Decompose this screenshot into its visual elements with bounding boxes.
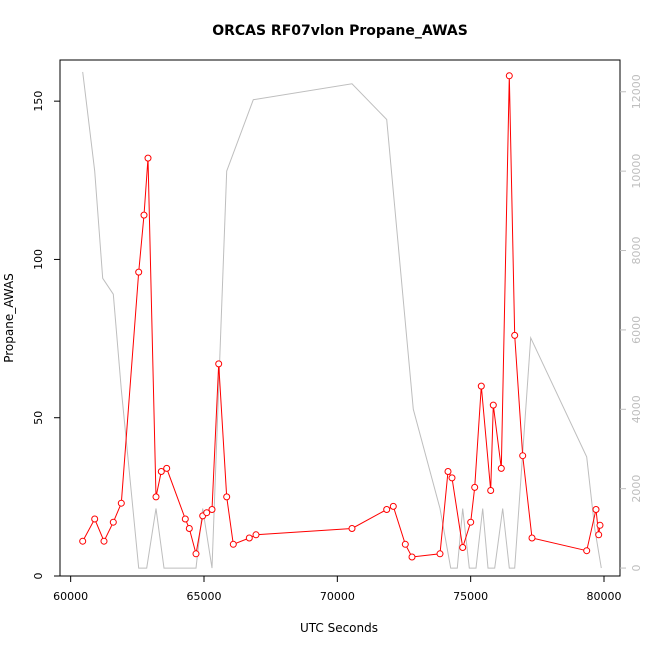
chart-title: ORCAS RF07vlon Propane_AWAS xyxy=(212,23,468,39)
x-tick-label: 60000 xyxy=(53,590,88,603)
data-point xyxy=(245,534,253,542)
data-point xyxy=(489,401,497,409)
data-point xyxy=(595,531,603,539)
data-point xyxy=(448,474,456,482)
y-right-tick-label: 0 xyxy=(630,565,643,572)
data-point xyxy=(79,537,87,545)
data-point xyxy=(467,518,475,526)
x-tick-label: 70000 xyxy=(320,590,355,603)
data-point xyxy=(157,468,165,475)
data-point xyxy=(497,464,505,472)
data-point xyxy=(152,493,160,501)
data-point xyxy=(223,493,231,501)
data-point xyxy=(471,483,479,491)
y-right-tick-label: 12000 xyxy=(630,74,643,109)
data-point xyxy=(348,525,356,532)
x-axis: 60000 65000 70000 75000 80000 xyxy=(53,576,622,603)
y-right-tick-label: 2000 xyxy=(630,475,643,503)
data-point xyxy=(583,547,591,555)
data-point xyxy=(215,360,223,368)
x-tick-label: 75000 xyxy=(453,590,488,603)
y-tick-label: 0 xyxy=(32,573,45,580)
primary-series-line xyxy=(82,75,601,558)
data-point xyxy=(592,506,600,513)
data-point xyxy=(383,506,391,513)
data-point xyxy=(109,518,117,526)
data-point xyxy=(140,211,148,219)
data-point xyxy=(487,487,495,494)
x-axis-label: UTC Seconds xyxy=(300,621,378,635)
series-layer xyxy=(79,71,604,569)
data-point xyxy=(389,502,397,510)
x-tick-label: 65000 xyxy=(187,590,222,603)
y-tick-label: 50 xyxy=(32,411,45,425)
data-point xyxy=(192,550,200,558)
data-point xyxy=(519,452,527,460)
y-axis-left: 0 50 100 150 xyxy=(32,91,60,580)
data-point xyxy=(252,531,260,539)
data-point xyxy=(401,540,409,548)
plot-frame xyxy=(59,59,621,577)
y-right-tick-label: 8000 xyxy=(630,237,643,265)
data-point xyxy=(444,468,452,475)
data-point xyxy=(511,331,519,339)
data-point xyxy=(208,506,216,513)
data-point xyxy=(477,382,485,390)
y-tick-label: 150 xyxy=(32,91,45,112)
data-point xyxy=(505,72,513,80)
secondary-series-line xyxy=(82,71,602,569)
data-point xyxy=(185,525,193,532)
data-point xyxy=(528,534,536,542)
x-tick-label: 80000 xyxy=(587,590,622,603)
data-point xyxy=(91,515,99,523)
data-point xyxy=(135,268,143,276)
y-axis-label: Propane_AWAS xyxy=(2,273,16,363)
data-point xyxy=(163,464,171,472)
y-right-tick-label: 4000 xyxy=(630,395,643,423)
data-point xyxy=(459,544,467,551)
data-point xyxy=(181,515,189,523)
data-point xyxy=(436,550,444,558)
data-point xyxy=(203,509,211,517)
data-point xyxy=(100,537,108,545)
y-right-tick-label: 6000 xyxy=(630,316,643,344)
data-point xyxy=(144,154,152,162)
y-right-tick-label: 10000 xyxy=(630,154,643,189)
data-point xyxy=(596,521,604,529)
data-point xyxy=(117,499,125,507)
y-axis-right: 0 2000 4000 6000 8000 10000 12000 xyxy=(620,74,643,572)
data-point xyxy=(408,553,416,561)
y-tick-label: 100 xyxy=(32,249,45,270)
data-point xyxy=(229,540,237,548)
